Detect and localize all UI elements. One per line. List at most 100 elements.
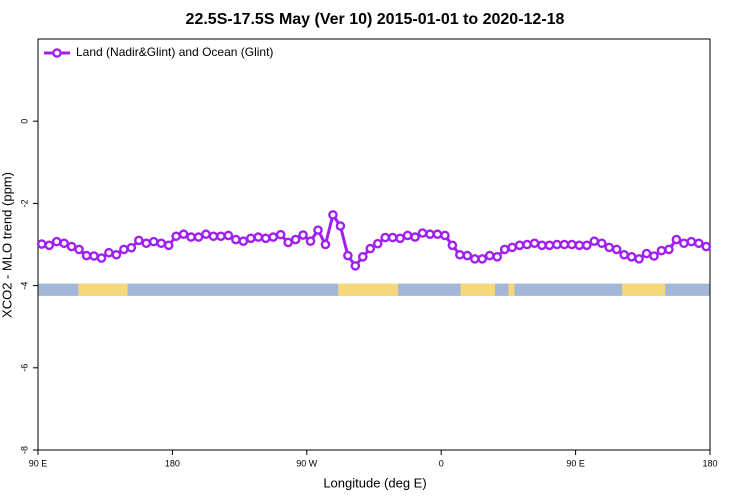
- y-tick-label: -4: [19, 282, 29, 290]
- data-point: [372, 238, 383, 249]
- data-point: [51, 236, 62, 247]
- data-point: [380, 232, 391, 243]
- data-point: [357, 252, 368, 262]
- land-band: [621, 283, 666, 296]
- data-point: [537, 240, 547, 251]
- legend-marker: [52, 48, 62, 58]
- data-point: [582, 240, 592, 251]
- data-point: [223, 230, 234, 241]
- data-point: [499, 244, 510, 255]
- data-point: [156, 238, 166, 249]
- data-point: [552, 239, 562, 250]
- data-point: [634, 254, 644, 264]
- data-point: [604, 242, 615, 253]
- data-point: [679, 238, 689, 249]
- data-point: [290, 234, 301, 245]
- data-point: [343, 250, 353, 261]
- data-point: [163, 240, 174, 251]
- data-point: [611, 244, 622, 255]
- data-point: [462, 250, 473, 261]
- data-point: [649, 251, 659, 261]
- data-point: [119, 244, 129, 255]
- data-point: [328, 210, 338, 220]
- data-point: [104, 247, 114, 258]
- data-point: [89, 251, 99, 261]
- data-point: [186, 232, 196, 242]
- data-point: [425, 229, 435, 240]
- x-tick-label: 0: [439, 458, 444, 468]
- data-point: [260, 233, 271, 244]
- data-point: [492, 252, 503, 262]
- data-point: [126, 242, 137, 253]
- x-tick-label: 90 E: [566, 458, 585, 468]
- legend-label: Land (Nadir&Glint) and Ocean (Glint): [76, 45, 273, 59]
- data-point: [686, 236, 697, 247]
- y-tick-label: -2: [19, 199, 29, 207]
- data-point: [216, 231, 226, 242]
- x-tick-label: 180: [702, 458, 717, 468]
- x-axis-label: Longitude (deg E): [323, 475, 426, 490]
- data-point: [231, 234, 241, 245]
- data-point: [193, 232, 204, 242]
- data-point: [402, 230, 413, 241]
- data-point: [245, 233, 256, 244]
- data-point: [335, 221, 346, 231]
- data-point: [148, 236, 159, 247]
- x-tick-label: 90 E: [29, 458, 48, 468]
- data-point: [96, 253, 107, 263]
- data-point: [313, 225, 323, 235]
- data-point: [656, 245, 667, 256]
- data-point: [66, 241, 77, 252]
- data-point: [238, 236, 249, 247]
- data-point: [514, 240, 525, 251]
- data-point: [432, 229, 443, 240]
- data-point: [619, 249, 629, 260]
- data-point: [36, 239, 47, 249]
- data-point: [664, 244, 674, 255]
- data-point: [320, 239, 331, 250]
- data-point: [350, 261, 361, 271]
- data-point: [268, 232, 279, 242]
- data-point: [387, 232, 398, 243]
- y-axis-label: XCO2 - MLO trend (ppm): [0, 172, 14, 318]
- y-tick-label: -6: [19, 364, 29, 372]
- y-tick-label: 0: [19, 119, 29, 124]
- y-tick-label: -8: [19, 446, 29, 454]
- data-point: [440, 230, 450, 241]
- data-point: [417, 228, 428, 238]
- data-point: [522, 239, 532, 250]
- data-point: [626, 252, 637, 262]
- data-point: [59, 238, 69, 249]
- x-tick-label: 90 W: [296, 458, 318, 468]
- data-point: [484, 250, 495, 261]
- x-tick-label: 180: [165, 458, 180, 468]
- data-point: [447, 240, 458, 251]
- data-point: [201, 229, 211, 240]
- data-point: [253, 232, 264, 242]
- data-point: [694, 238, 704, 249]
- data-point: [275, 229, 286, 240]
- data-point: [298, 230, 308, 240]
- data-point: [529, 238, 540, 249]
- data-point: [81, 250, 92, 261]
- data-point: [178, 229, 189, 240]
- data-point: [701, 241, 712, 252]
- data-point: [395, 233, 405, 244]
- land-band: [460, 283, 495, 296]
- data-point: [455, 249, 465, 260]
- data-point: [111, 249, 122, 260]
- data-point: [559, 239, 570, 250]
- data-point: [544, 240, 555, 251]
- data-point: [574, 240, 585, 251]
- data-point: [507, 242, 517, 253]
- data-point: [477, 254, 488, 264]
- data-point: [283, 237, 293, 248]
- data-point: [133, 235, 144, 246]
- data-point: [410, 232, 420, 242]
- land-band: [508, 283, 515, 296]
- data-point: [171, 231, 181, 242]
- data-point: [141, 238, 152, 249]
- data-point: [641, 248, 652, 259]
- land-band: [338, 283, 398, 296]
